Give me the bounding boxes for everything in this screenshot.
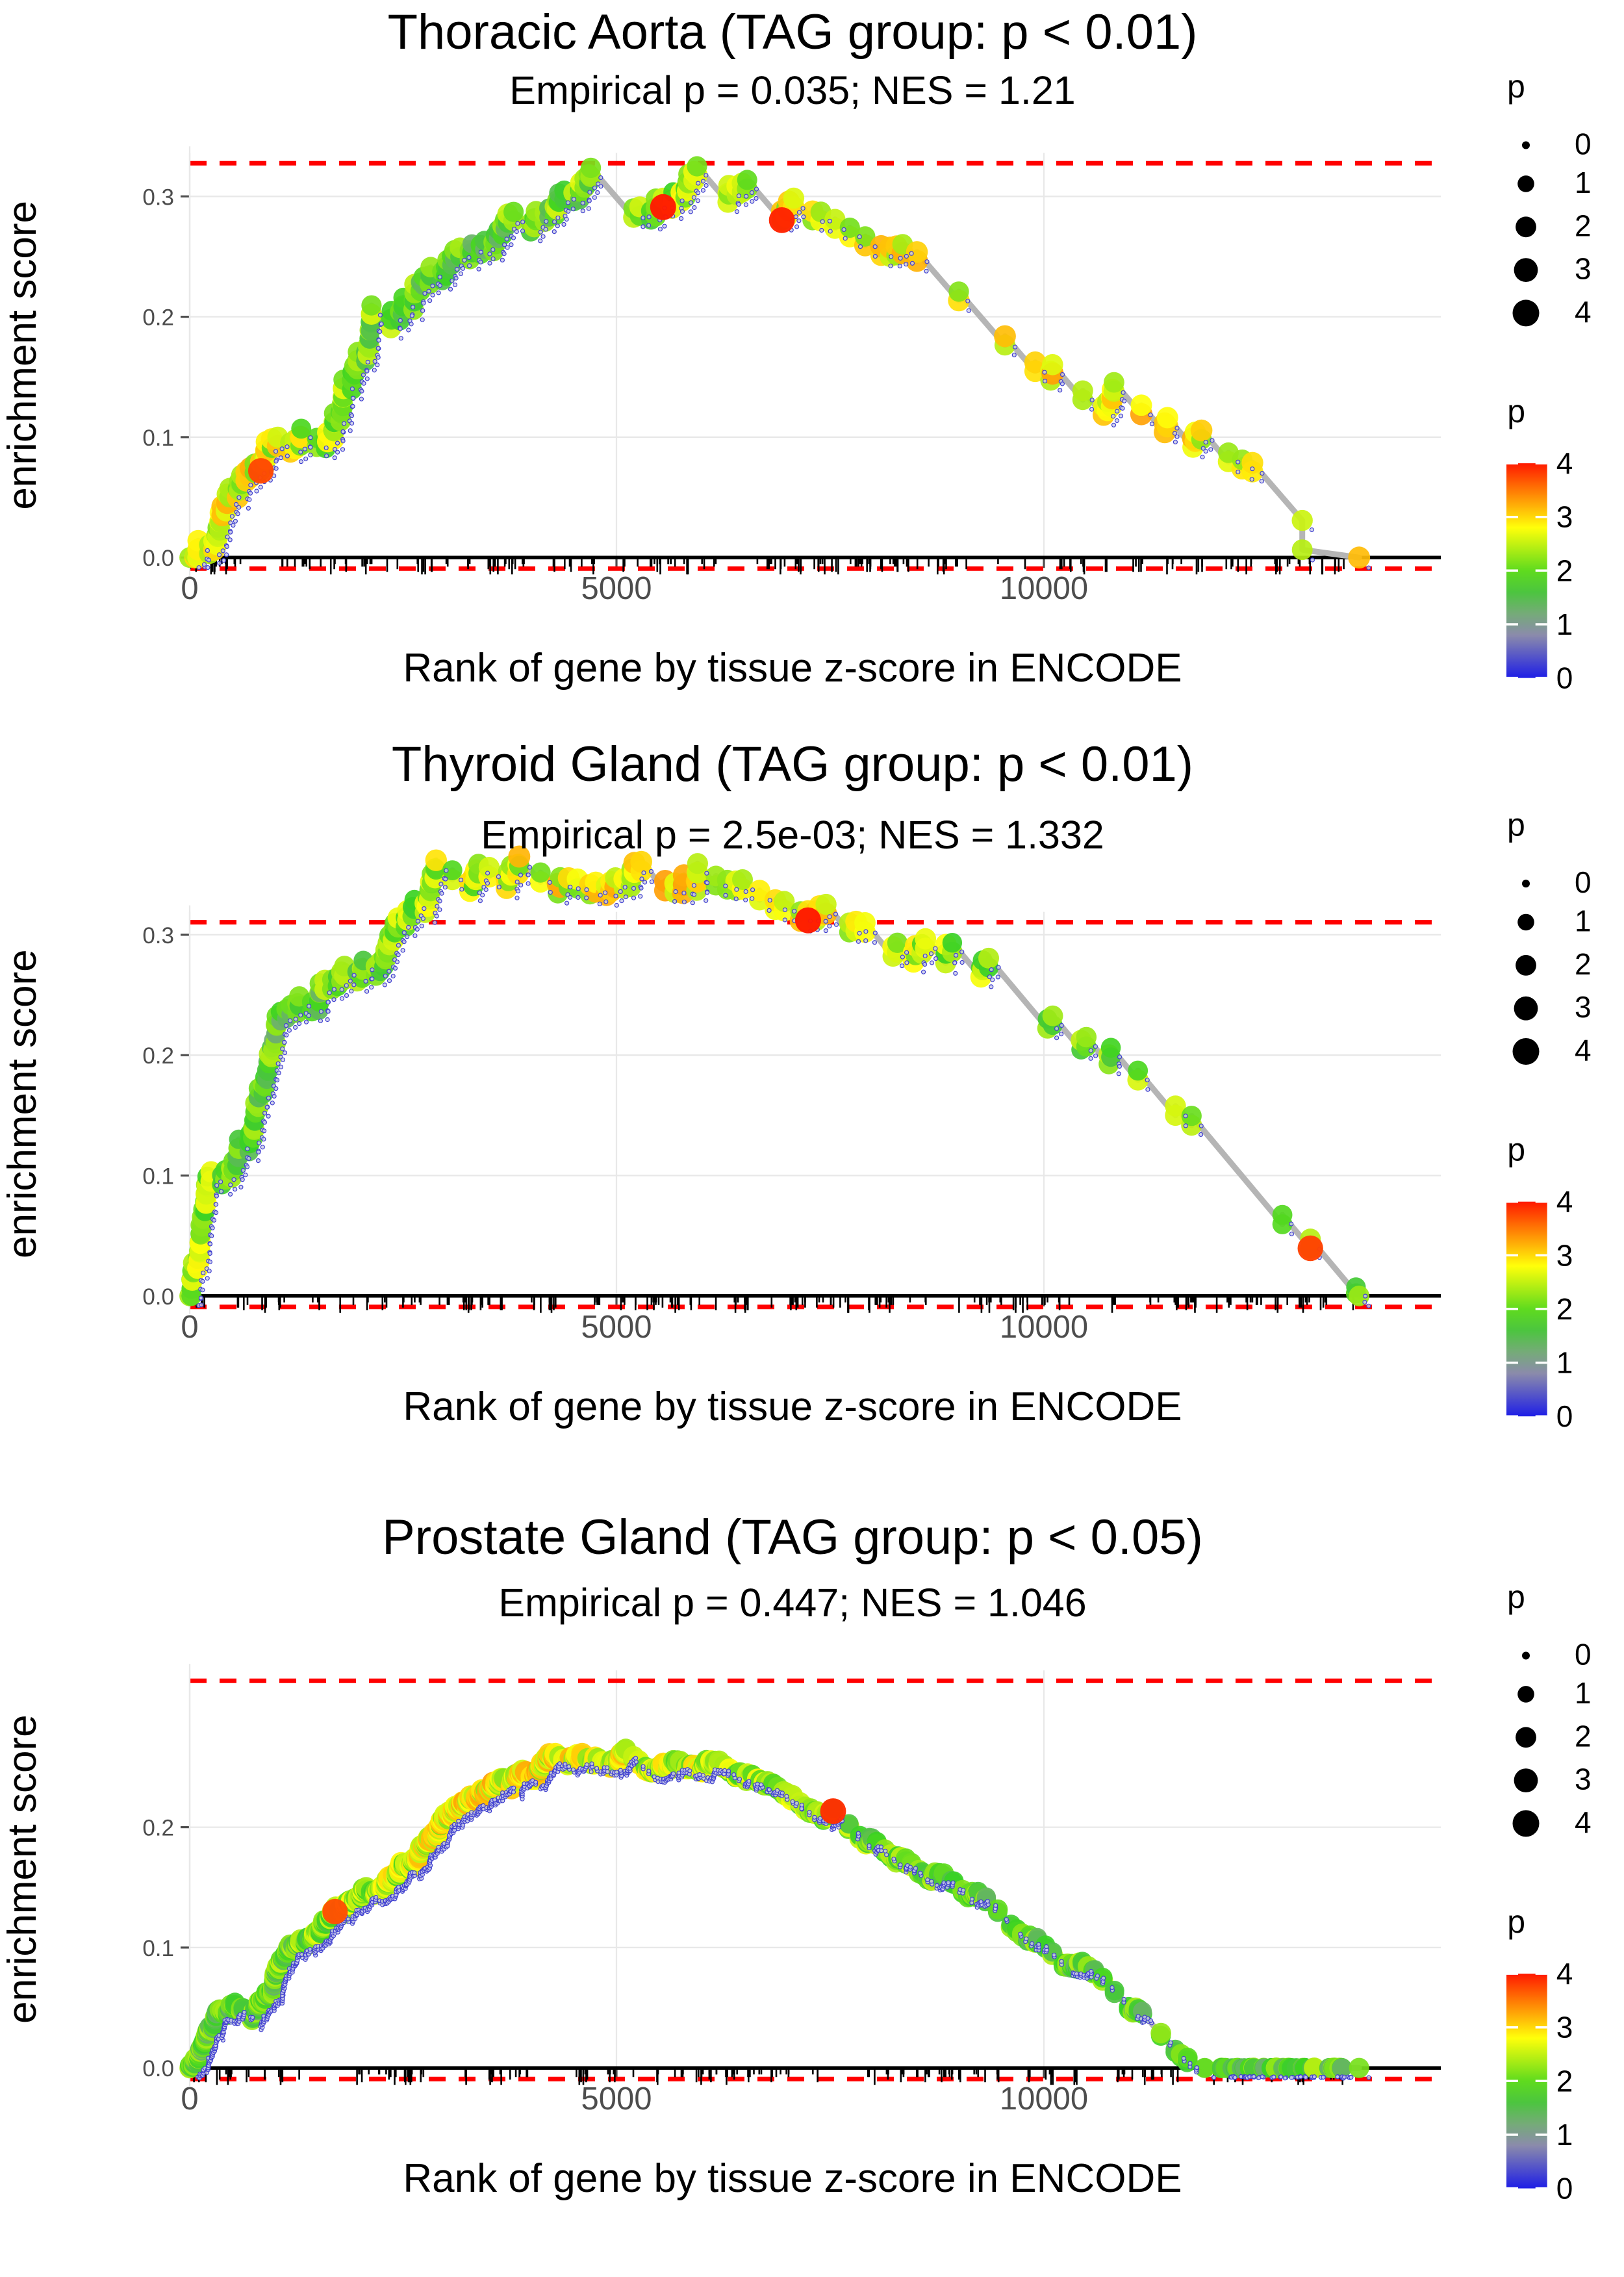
- svg-text:4: 4: [1556, 1957, 1573, 1991]
- svg-text:Rank of gene by tissue z-score: Rank of gene by tissue z-score in ENCODE: [403, 1384, 1182, 1429]
- svg-text:Empirical p = 0.447; NES = 1.0: Empirical p = 0.447; NES = 1.046: [498, 1581, 1086, 1625]
- svg-text:p: p: [1507, 393, 1525, 429]
- svg-text:enrichment score: enrichment score: [0, 949, 45, 1258]
- svg-text:p: p: [1507, 1579, 1525, 1615]
- svg-text:enrichment score: enrichment score: [0, 201, 45, 510]
- svg-text:Thoracic Aorta (TAG group: p <: Thoracic Aorta (TAG group: p < 0.01): [388, 5, 1198, 60]
- svg-text:p: p: [1507, 68, 1525, 105]
- svg-text:Empirical p = 2.5e-03; NES = 1: Empirical p = 2.5e-03; NES = 1.332: [481, 813, 1104, 857]
- svg-text:0.2: 0.2: [142, 1816, 174, 1841]
- svg-text:3: 3: [1575, 990, 1592, 1024]
- svg-text:2: 2: [1556, 1292, 1573, 1326]
- svg-text:2: 2: [1556, 2064, 1573, 2098]
- svg-text:4: 4: [1556, 446, 1573, 480]
- svg-text:Thyroid Gland (TAG group: p <: Thyroid Gland (TAG group: p < 0.01): [392, 737, 1193, 792]
- svg-text:10000: 10000: [1000, 1310, 1088, 1345]
- svg-text:3: 3: [1575, 252, 1592, 286]
- svg-text:10000: 10000: [1000, 571, 1088, 606]
- svg-text:2: 2: [1556, 553, 1573, 587]
- svg-text:0.2: 0.2: [142, 1043, 174, 1069]
- svg-text:0: 0: [1556, 661, 1573, 695]
- svg-text:2: 2: [1575, 1719, 1592, 1753]
- svg-text:4: 4: [1575, 295, 1592, 329]
- svg-text:5000: 5000: [581, 1310, 652, 1345]
- svg-text:1: 1: [1556, 1346, 1573, 1380]
- svg-text:10000: 10000: [1000, 2081, 1088, 2117]
- svg-text:p: p: [1507, 1903, 1525, 1940]
- svg-text:0.3: 0.3: [142, 923, 174, 948]
- svg-text:5000: 5000: [581, 571, 652, 606]
- svg-text:2: 2: [1575, 947, 1592, 981]
- svg-text:p: p: [1507, 807, 1525, 843]
- svg-text:0: 0: [181, 2081, 198, 2117]
- svg-text:0.0: 0.0: [142, 546, 174, 571]
- svg-text:Rank of gene by tissue z-score: Rank of gene by tissue z-score in ENCODE: [403, 2156, 1182, 2201]
- svg-text:3: 3: [1556, 2011, 1573, 2044]
- svg-text:Prostate Gland (TAG group: p <: Prostate Gland (TAG group: p < 0.05): [382, 1510, 1203, 1565]
- svg-text:0: 0: [1575, 1638, 1592, 1672]
- svg-text:1: 1: [1575, 904, 1592, 938]
- svg-text:0.3: 0.3: [142, 184, 174, 210]
- svg-text:0: 0: [1575, 865, 1592, 899]
- svg-text:0.0: 0.0: [142, 2056, 174, 2081]
- svg-text:0: 0: [1556, 1399, 1573, 1433]
- svg-text:1: 1: [1575, 1676, 1592, 1710]
- svg-text:0.0: 0.0: [142, 1284, 174, 1310]
- svg-text:2: 2: [1575, 209, 1592, 242]
- svg-text:1: 1: [1556, 2118, 1573, 2152]
- svg-text:0: 0: [181, 1310, 198, 1345]
- svg-text:5000: 5000: [581, 2081, 652, 2117]
- svg-text:p: p: [1507, 1132, 1525, 1168]
- svg-text:3: 3: [1556, 1238, 1573, 1272]
- svg-text:1: 1: [1556, 607, 1573, 641]
- svg-text:0: 0: [1556, 2172, 1573, 2206]
- svg-text:3: 3: [1556, 500, 1573, 534]
- svg-text:1: 1: [1575, 166, 1592, 199]
- svg-text:0: 0: [181, 571, 198, 606]
- svg-text:0.1: 0.1: [142, 1164, 174, 1189]
- svg-text:0.1: 0.1: [142, 426, 174, 451]
- svg-text:Rank of gene by tissue z-score: Rank of gene by tissue z-score in ENCODE: [403, 646, 1182, 691]
- svg-text:4: 4: [1575, 1034, 1592, 1067]
- svg-text:4: 4: [1556, 1185, 1573, 1219]
- svg-text:enrichment score: enrichment score: [0, 1714, 45, 2024]
- svg-text:0.1: 0.1: [142, 1936, 174, 1961]
- svg-text:3: 3: [1575, 1762, 1592, 1796]
- svg-text:Empirical p = 0.035; NES = 1.2: Empirical p = 0.035; NES = 1.21: [509, 68, 1075, 112]
- svg-text:0.2: 0.2: [142, 305, 174, 331]
- svg-text:0: 0: [1575, 127, 1592, 161]
- svg-text:4: 4: [1575, 1805, 1592, 1839]
